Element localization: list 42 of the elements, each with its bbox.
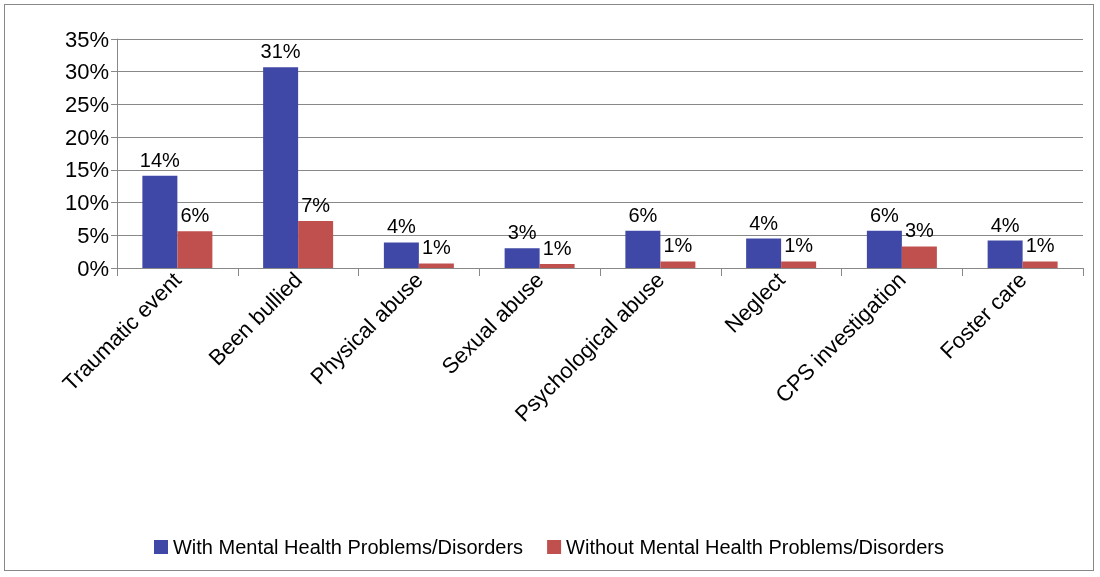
data-label: 3% bbox=[507, 221, 537, 244]
data-label: 7% bbox=[301, 193, 331, 216]
y-tick-label: 5% bbox=[77, 222, 109, 248]
bar bbox=[504, 248, 540, 268]
bar bbox=[177, 231, 213, 268]
data-label: 6% bbox=[628, 203, 658, 226]
y-tick-label: 0% bbox=[77, 255, 109, 281]
data-label: 4% bbox=[386, 215, 417, 238]
y-tick-label: 20% bbox=[64, 124, 109, 150]
bar bbox=[901, 246, 937, 268]
bar bbox=[1022, 261, 1058, 268]
bar bbox=[142, 175, 178, 268]
bar bbox=[866, 230, 902, 268]
data-label: 1% bbox=[784, 234, 814, 257]
legend-label: With Mental Health Problems/Disorders bbox=[172, 536, 524, 558]
bar bbox=[539, 264, 575, 268]
data-label: 4% bbox=[749, 211, 779, 234]
bar bbox=[383, 242, 419, 268]
bar bbox=[298, 220, 334, 268]
data-label: 6% bbox=[869, 203, 900, 226]
bar bbox=[746, 238, 782, 268]
bar bbox=[418, 263, 454, 268]
data-label: 3% bbox=[904, 219, 935, 242]
bar bbox=[987, 240, 1023, 268]
legend-label: Without Mental Health Problems/Disorders bbox=[566, 536, 945, 558]
y-tick-label: 35% bbox=[64, 26, 109, 52]
data-label: 1% bbox=[1025, 234, 1055, 257]
data-label: 1% bbox=[663, 234, 693, 257]
data-label: 1% bbox=[421, 236, 452, 259]
data-label: 14% bbox=[139, 148, 181, 171]
bar bbox=[263, 67, 299, 268]
bar bbox=[660, 261, 696, 268]
data-label: 4% bbox=[990, 213, 1020, 236]
y-tick-label: 15% bbox=[64, 157, 109, 183]
data-label: 6% bbox=[180, 204, 210, 227]
bar bbox=[781, 261, 817, 268]
y-tick-label: 10% bbox=[64, 190, 109, 216]
y-tick-label: 30% bbox=[64, 59, 109, 85]
data-label: 31% bbox=[260, 40, 301, 63]
data-label: 1% bbox=[542, 237, 572, 260]
y-tick-label: 25% bbox=[64, 91, 109, 117]
bar bbox=[625, 230, 661, 268]
